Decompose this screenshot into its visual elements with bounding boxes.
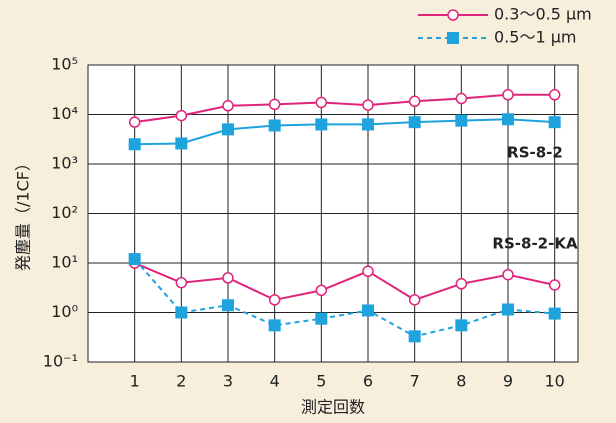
data-point <box>315 284 328 297</box>
series-line <box>133 258 555 338</box>
data-point <box>222 272 234 284</box>
data-point <box>222 299 234 312</box>
data-point <box>362 265 374 278</box>
y-tick-label: 10³ <box>51 154 78 173</box>
data-point <box>315 312 328 325</box>
y-tick-label: 10⁻¹ <box>43 352 78 371</box>
data-point <box>268 98 281 111</box>
x-tick-label: 9 <box>503 372 513 391</box>
data-point <box>502 303 514 316</box>
data-point <box>175 137 188 150</box>
data-point <box>548 279 561 291</box>
data-point <box>548 307 561 320</box>
y-tick-label: 10¹ <box>51 253 78 272</box>
data-point <box>455 319 468 332</box>
legend-label: 0.5～1 μm <box>494 28 576 47</box>
x-tick-label: 7 <box>410 372 420 391</box>
legend-marker <box>447 9 459 21</box>
data-point <box>128 253 141 266</box>
data-point <box>502 89 514 101</box>
data-point <box>175 276 188 289</box>
data-point <box>175 109 188 122</box>
data-point <box>502 268 514 281</box>
data-point <box>268 319 281 332</box>
x-tick-label: 6 <box>363 372 373 391</box>
legend-marker <box>447 32 459 44</box>
y-tick-label: 10⁴ <box>51 104 78 123</box>
data-point <box>455 114 468 127</box>
data-point <box>222 100 234 112</box>
series-line <box>134 93 555 124</box>
series-line <box>134 262 555 301</box>
data-point <box>128 138 141 151</box>
data-point <box>175 306 188 319</box>
x-tick-label: 10 <box>544 372 564 391</box>
data-point <box>408 330 421 343</box>
data-point <box>222 123 234 136</box>
x-tick-label: 5 <box>316 372 326 391</box>
data-point <box>315 118 328 131</box>
x-tick-label: 3 <box>223 372 233 391</box>
data-point <box>128 116 141 128</box>
x-tick-label: 8 <box>456 372 466 391</box>
data-point <box>408 95 421 108</box>
legend-label: 0.3～0.5 μm <box>494 5 592 24</box>
data-point <box>548 89 561 101</box>
x-tick-label: 2 <box>176 372 186 391</box>
x-axis-label: 測定回数 <box>301 398 365 417</box>
data-point <box>548 116 561 129</box>
series-line <box>134 118 555 146</box>
data-point <box>315 96 328 109</box>
data-point <box>362 304 374 317</box>
data-point <box>455 92 468 105</box>
annotation: RS-8-2 <box>507 144 563 162</box>
data-point <box>362 99 374 111</box>
y-tick-label: 10⁵ <box>51 55 78 74</box>
x-tick-label: 4 <box>270 372 280 391</box>
data-point <box>455 278 468 290</box>
data-point <box>268 119 281 132</box>
data-point <box>408 294 421 306</box>
y-axis-label: 発塵量（/1CF） <box>14 155 33 271</box>
data-point <box>362 118 374 131</box>
data-point <box>268 294 281 306</box>
data-point <box>502 113 514 126</box>
data-point <box>408 116 421 129</box>
y-tick-label: 10² <box>51 203 78 222</box>
y-tick-label: 10⁰ <box>51 302 78 321</box>
x-tick-label: 1 <box>130 372 140 391</box>
annotation: RS-8-2-KA <box>492 235 578 253</box>
